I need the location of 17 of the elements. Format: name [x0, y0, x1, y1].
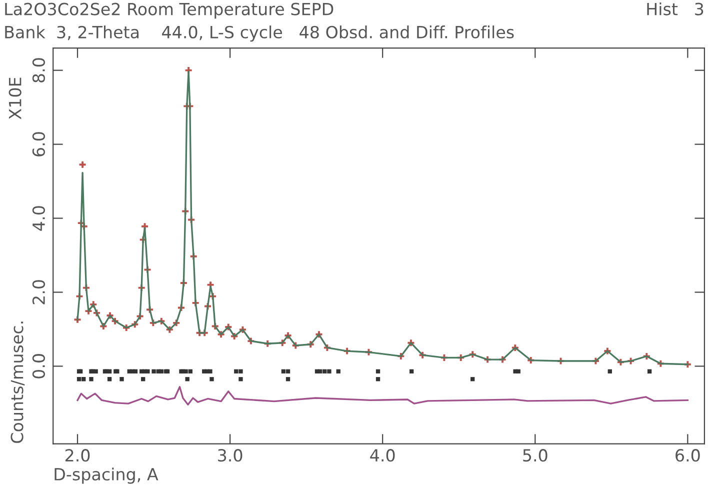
y-axis-title: Counts/musec. [10, 322, 25, 443]
x-tick-label: 5.0 [523, 449, 548, 462]
y-tick-label: 8.0 [32, 58, 46, 82]
y-tick-label: 4.0 [32, 206, 46, 231]
chart-title: La2O3Co2Se2 Room Temperature SEPD [5, 2, 334, 19]
y-tick-label: 0.0 [32, 354, 46, 378]
y-tick-label: 6.0 [32, 132, 46, 156]
y-tick-label: 2.0 [32, 280, 46, 304]
text: X10E [8, 78, 22, 120]
line-series [76, 386, 689, 406]
chart-subtitle: Bank 3, 2-Theta 44.0, L-S cycle 48 Obsd. and Diff. Profiles [5, 26, 514, 42]
x-tick-label: 2.0 [65, 449, 90, 462]
x-tick-label: 3.0 [218, 449, 242, 462]
x-tick-label: 4.0 [370, 449, 395, 462]
x-axis-title: D-spacing, A [54, 468, 158, 484]
text: Hist 3 [647, 2, 704, 16]
x-tick-label: 6.0 [676, 449, 700, 462]
